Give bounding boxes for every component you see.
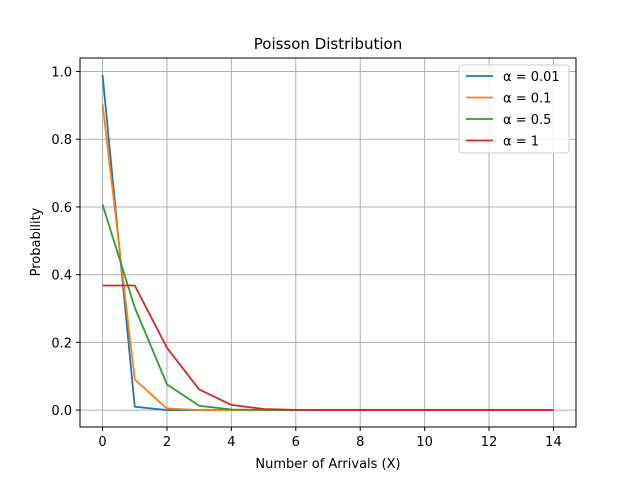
y-tick-label: 1.0: [51, 66, 72, 81]
legend-label: α = 0.01: [503, 70, 560, 85]
x-tick-label: 2: [163, 435, 171, 450]
plot-frame: [79, 57, 577, 428]
x-axis: 0 2 4 6 8 10 12 14: [98, 427, 562, 450]
x-tick-label: 4: [227, 435, 235, 450]
series-line-3: [102, 284, 554, 411]
legend: α = 0.01 α = 0.1 α = 0.5 α = 1: [458, 64, 570, 154]
legend-label: α = 1: [503, 135, 539, 150]
y-tick-label: 0.4: [51, 269, 72, 284]
y-axis-label: Probability: [29, 207, 44, 276]
legend-label: α = 0.5: [503, 113, 551, 128]
series-layer: [101, 74, 554, 411]
y-tick-label: 0.6: [51, 201, 72, 216]
series-line-2: [101, 204, 554, 411]
chart-title: Poisson Distribution: [254, 35, 402, 53]
legend-label: α = 0.1: [503, 92, 551, 107]
y-tick-label: 0.0: [51, 404, 72, 419]
x-tick-label: 0: [98, 435, 106, 450]
x-tick-label: 8: [356, 435, 364, 450]
x-tick-label: 14: [545, 435, 562, 450]
x-axis-label: Number of Arrivals (X): [255, 457, 400, 472]
y-axis: 0.0 0.2 0.4 0.6 0.8 1.0: [51, 66, 80, 419]
x-tick-label: 6: [292, 435, 300, 450]
x-tick-label: 10: [416, 435, 433, 450]
legend-box: [458, 64, 570, 154]
y-tick-label: 0.2: [51, 336, 72, 351]
y-tick-label: 0.8: [51, 133, 72, 148]
x-tick-label: 12: [481, 435, 498, 450]
